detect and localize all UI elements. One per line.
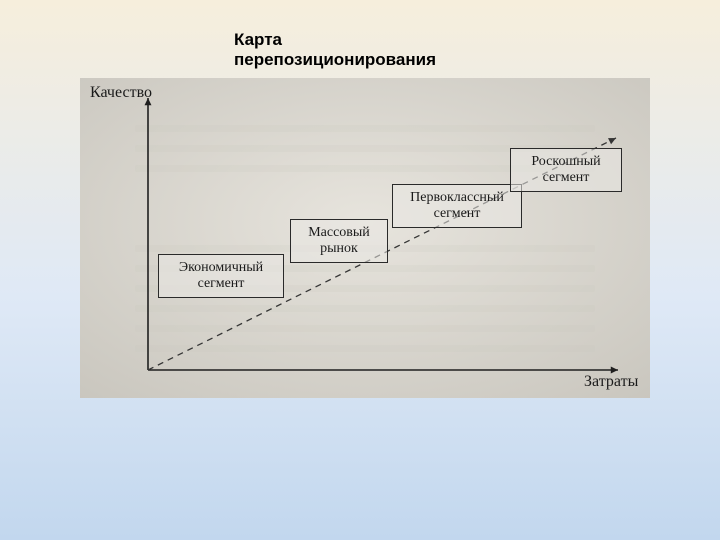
scanned-figure (0, 0, 720, 540)
segment-economy: Экономичный сегмент (158, 254, 284, 298)
segment-firstclass: Первоклассный сегмент (392, 184, 522, 228)
y-axis-label: Качество (90, 84, 152, 102)
slide-page: Карта перепозиционирования Качество Затр… (0, 0, 720, 540)
segment-mass: Массовый рынок (290, 219, 388, 263)
x-axis-label: Затраты (584, 373, 638, 391)
segment-luxury: Роскошный сегмент (510, 148, 622, 192)
